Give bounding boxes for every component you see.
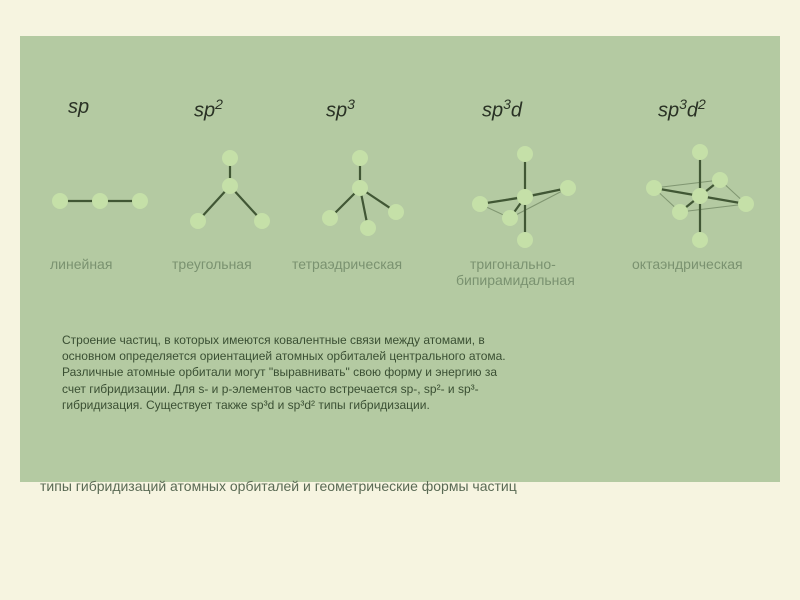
heading-sp3d: sp3d <box>482 96 522 123</box>
molecule-sp3d <box>450 142 600 252</box>
heading-sp3d2: sp3d2 <box>658 96 706 123</box>
shape-label-sp: линейная <box>50 256 112 272</box>
molecule-sp3 <box>300 146 430 246</box>
heading-sp3: sp3 <box>326 96 355 123</box>
heading-sp: sp <box>68 96 89 119</box>
shape-label-sp3: тетраэдрическая <box>292 256 402 272</box>
molecule-sp2 <box>170 146 290 246</box>
caption: типы гибридизаций атомных орбиталей и ге… <box>40 478 517 494</box>
molecule-sp3d2 <box>620 140 780 252</box>
molecule-sp <box>40 146 160 236</box>
shape-label-sp3d-line2: бипирамидальная <box>456 272 575 288</box>
shape-label-sp2: треугольная <box>172 256 252 272</box>
shape-label-sp3d: тригонально- <box>470 256 556 272</box>
heading-sp2: sp2 <box>194 96 223 123</box>
shape-label-sp3d2: октаэндрическая <box>632 256 743 272</box>
description-text: Строение частиц, в которых имеются ковал… <box>62 332 522 413</box>
